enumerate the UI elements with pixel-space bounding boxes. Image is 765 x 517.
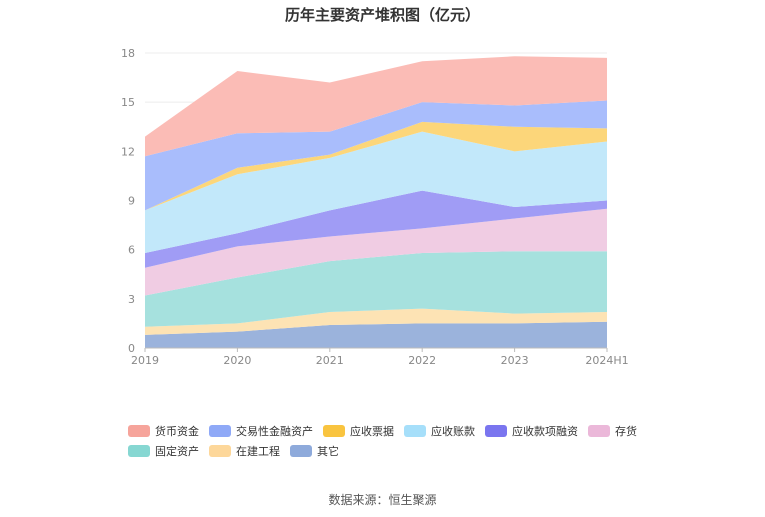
area-2 <box>145 251 607 327</box>
legend-item-4[interactable]: 应收款项融资 <box>485 424 578 438</box>
legend-label-1: 交易性金融资产 <box>236 425 313 438</box>
legend-item-6[interactable]: 固定资产 <box>128 444 199 458</box>
legend-label-7: 在建工程 <box>236 445 280 458</box>
x-tick-label-1: 2020 <box>223 354 251 367</box>
legend-item-7[interactable]: 在建工程 <box>209 444 280 458</box>
legend-swatch-0 <box>128 425 150 437</box>
legend-swatch-6 <box>128 445 150 457</box>
x-tick-label-4: 2023 <box>501 354 529 367</box>
legend-label-4: 应收款项融资 <box>512 425 578 438</box>
legend-item-2[interactable]: 应收票据 <box>323 424 394 438</box>
legend-label-2: 应收票据 <box>350 425 394 438</box>
y-tick-label-4: 12 <box>121 145 135 158</box>
legend-item-5[interactable]: 存货 <box>588 424 637 438</box>
legend-item-3[interactable]: 应收账款 <box>404 424 475 438</box>
legend-item-8[interactable]: 其它 <box>290 444 339 458</box>
legend-swatch-7 <box>209 445 231 457</box>
legend-item-1[interactable]: 交易性金融资产 <box>209 424 313 438</box>
axes: 0 3 6 9 12 15 18 2019 2020 2021 2022 2023 2024H1 <box>121 47 629 367</box>
legend-swatch-3 <box>404 425 426 437</box>
area-0 <box>145 321 607 348</box>
legend: 货币资金 交易性金融资产 应收票据 应收账款 应收款项融资 存货固定资产 在建工程 其它 <box>128 424 648 464</box>
x-tick-label-3: 2022 <box>408 354 436 367</box>
area-7 <box>145 100 607 211</box>
legend-swatch-1 <box>209 425 231 437</box>
legend-swatch-8 <box>290 445 312 457</box>
source-note: 数据来源：恒生聚源 <box>328 493 437 507</box>
y-tick-label-6: 18 <box>121 47 135 60</box>
legend-label-8: 其它 <box>317 445 339 458</box>
area-5 <box>145 131 607 253</box>
x-tick-label-2: 2021 <box>316 354 344 367</box>
area-series <box>145 56 607 348</box>
legend-swatch-5 <box>588 425 610 437</box>
area-8 <box>145 56 607 157</box>
y-tick-label-2: 6 <box>128 244 135 257</box>
legend-label-6: 固定资产 <box>155 445 199 458</box>
y-tick-label-5: 15 <box>121 96 135 109</box>
area-6 <box>145 121 607 211</box>
area-4 <box>145 190 607 268</box>
legend-label-5: 存货 <box>615 425 637 438</box>
area-3 <box>145 208 607 296</box>
x-tick-label-5: 2024H1 <box>585 354 628 367</box>
y-tick-label-0: 0 <box>128 342 135 355</box>
legend-label-3: 应收账款 <box>431 425 475 438</box>
y-tick-label-1: 3 <box>128 293 135 306</box>
x-tick-label-0: 2019 <box>131 354 159 367</box>
legend-item-0[interactable]: 货币资金 <box>128 424 199 438</box>
y-tick-label-3: 9 <box>128 195 135 208</box>
chart-title: 历年主要资产堆积图（亿元） <box>284 6 480 24</box>
legend-swatch-4 <box>485 425 507 437</box>
legend-label-0: 货币资金 <box>155 425 199 438</box>
area-1 <box>145 308 607 335</box>
legend-swatch-2 <box>323 425 345 437</box>
